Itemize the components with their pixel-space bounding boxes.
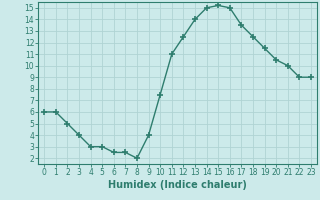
- X-axis label: Humidex (Indice chaleur): Humidex (Indice chaleur): [108, 180, 247, 190]
